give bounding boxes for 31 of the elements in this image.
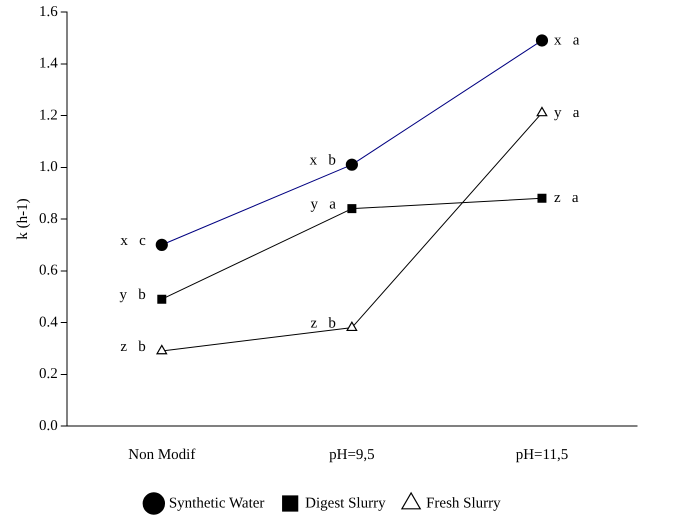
point <box>157 294 166 304</box>
y-tick-label: 0.4 <box>39 314 58 330</box>
point <box>346 322 358 332</box>
point <box>347 204 356 214</box>
legend-label: Synthetic Water <box>168 495 264 512</box>
y-tick-label: 0.0 <box>39 418 58 434</box>
y-tick-label: 1.0 <box>39 159 58 176</box>
annotation: x a <box>554 32 580 48</box>
annotation: y a <box>310 196 336 213</box>
annotation: x b <box>310 152 336 169</box>
legend-label: Digest Slurry <box>305 495 386 512</box>
annotation: y b <box>120 287 146 304</box>
y-tick-label: 0.6 <box>39 262 58 279</box>
y-axis-title: k (h-1) <box>14 198 31 240</box>
annotation: x c <box>120 232 146 249</box>
y-tick-label: 1.6 <box>39 4 58 20</box>
annotation: z b <box>120 338 146 355</box>
y-tick-label: 0.2 <box>39 366 58 382</box>
x-tick-label: pH=11,5 <box>516 446 568 463</box>
annotation: y a <box>554 104 580 121</box>
y-tick-label: 1.4 <box>39 56 58 72</box>
annotation: z b <box>310 316 336 332</box>
y-tick-label: 0.8 <box>39 210 58 227</box>
point <box>536 106 548 116</box>
x-tick-label: pH=9,5 <box>329 446 375 463</box>
point <box>537 194 546 203</box>
legend-label: Fresh Slurry <box>426 495 502 512</box>
x-tick-label: Non Modif <box>128 446 196 463</box>
annotation: z a <box>554 190 579 206</box>
point <box>156 344 168 354</box>
y-tick-label: 1.2 <box>39 107 58 124</box>
